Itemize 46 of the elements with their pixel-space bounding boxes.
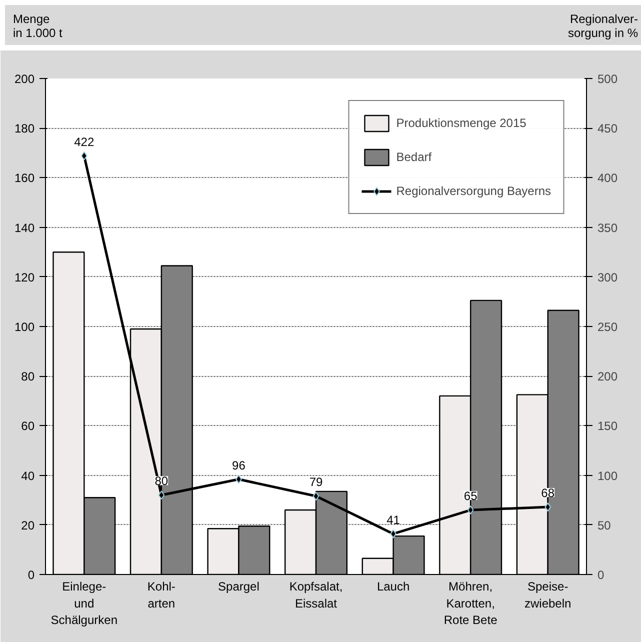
point (544, 502, 552, 512)
legend-label: Produktionsmenge 2015 (396, 116, 526, 130)
ylabel: Menge in 1.000 t (13, 12, 62, 41)
point (158, 490, 165, 500)
data-label: 41 (386, 512, 400, 527)
x-tick-label: Kohl- arten (147, 580, 176, 610)
legend-label: Regionalversorgung Bayerns (396, 184, 551, 198)
data-label: 79 (309, 475, 323, 490)
legend-label: Bedarf (396, 150, 432, 164)
data-label: 422 (74, 134, 94, 149)
data-label: 96 (232, 458, 246, 472)
y2-tick-label: 200 (598, 370, 618, 384)
y2-tick-label: 50 (598, 518, 612, 532)
y-tick-label: 180 (14, 122, 35, 136)
y2-tick-label: 300 (598, 270, 618, 284)
y2-tick-label: 400 (598, 171, 618, 186)
point (312, 492, 320, 501)
y-tick-label: 160 (14, 171, 35, 186)
y2label: Regionalver- sorgung in % (568, 12, 638, 41)
y-tick-label: 40 (21, 468, 35, 483)
y-tick-label: 140 (14, 220, 35, 235)
y2-tick-label: 500 (598, 72, 618, 86)
data-label: 68 (541, 486, 555, 500)
x-tick-label: Kopfsalat, Eissalat (289, 580, 343, 610)
y-tick-label: 20 (21, 518, 35, 532)
x-tick-label: Speise- zwiebeln (524, 580, 572, 610)
point (80, 151, 88, 160)
x-tick-label: Lauch (376, 580, 410, 594)
y-tick-label: 120 (14, 270, 35, 284)
y-tick-label: 80 (21, 370, 35, 384)
point (467, 506, 474, 515)
x-tick-label: Möhren, Karotten, Rote Bete (444, 580, 498, 628)
y-tick-label: 0 (28, 568, 35, 582)
y-tick-label: 200 (14, 72, 35, 86)
y2-tick-label: 350 (598, 220, 618, 235)
y2-tick-label: 450 (598, 122, 618, 136)
y2-tick-label: 100 (598, 468, 618, 483)
y-tick-label: 100 (14, 320, 35, 334)
y-tick-label: 60 (21, 419, 35, 434)
x-tick-label: Spargel (218, 580, 260, 594)
y2-tick-label: 150 (598, 419, 618, 434)
data-label: 65 (464, 489, 478, 504)
data-label: 80 (154, 474, 168, 488)
y2-tick-label: 0 (598, 568, 604, 582)
y2-tick-label: 250 (598, 320, 618, 334)
x-tick-label: Einlege- und Schälgurken (50, 580, 118, 628)
